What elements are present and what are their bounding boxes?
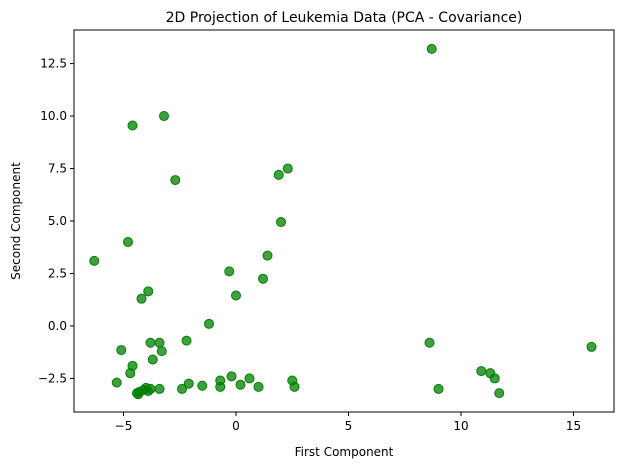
data-point (147, 354, 158, 365)
data-point (494, 388, 505, 399)
data-point (273, 169, 284, 180)
x-tick-label: 15 (566, 419, 581, 433)
data-point (204, 318, 214, 329)
data-point (289, 381, 300, 392)
data-point (476, 366, 487, 377)
y-tick-label: 7.5 (48, 162, 67, 176)
plot-frame (73, 29, 615, 413)
data-point (426, 43, 437, 54)
data-point (143, 286, 154, 297)
data-point (253, 381, 264, 392)
data-point (177, 383, 187, 394)
y-tick-label: 10.0 (40, 109, 67, 123)
y-axis-label: Second Component (9, 162, 23, 280)
data-point (244, 373, 255, 384)
data-point (224, 266, 235, 277)
data-point (183, 378, 194, 389)
data-point (127, 120, 138, 131)
data-point (181, 335, 192, 346)
data-point (258, 273, 268, 284)
data-point (282, 163, 293, 174)
x-axis-ticks: −5 0 5 10 15 (115, 412, 581, 433)
data-point (133, 389, 144, 400)
data-point (154, 383, 165, 394)
x-tick-label: 5 (345, 419, 353, 433)
data-point (235, 379, 246, 390)
data-point (136, 293, 147, 304)
x-tick-label: 0 (232, 419, 240, 433)
y-tick-label: 5.0 (48, 214, 67, 228)
data-point (156, 346, 167, 357)
data-point (143, 386, 154, 397)
y-tick-label: −2.5 (38, 371, 67, 385)
data-point (125, 368, 136, 379)
x-tick-label: −5 (115, 419, 133, 433)
data-point (170, 175, 181, 186)
data-point (145, 337, 156, 348)
data-point (89, 255, 100, 266)
data-point (215, 381, 226, 392)
x-tick-label: 10 (453, 419, 468, 433)
data-point (424, 337, 435, 348)
data-point (226, 371, 237, 382)
chart-title: 2D Projection of Leukemia Data (PCA - Co… (166, 10, 523, 26)
y-tick-label: 2.5 (48, 266, 67, 280)
y-tick-label: 0.0 (48, 319, 67, 333)
data-point (433, 383, 444, 394)
data-point (197, 380, 208, 391)
data-point (154, 337, 165, 348)
data-point (231, 290, 241, 301)
y-axis-ticks: −2.5 0.0 2.5 5.0 7.5 10.0 12.5 (38, 57, 74, 385)
data-point (262, 250, 273, 261)
data-point (111, 377, 122, 388)
y-tick-label: 12.5 (40, 57, 67, 71)
data-points (89, 43, 597, 400)
data-point (276, 217, 286, 228)
data-point (159, 111, 169, 122)
data-point (123, 236, 133, 247)
data-point (116, 345, 127, 356)
x-axis-label: First Component (295, 445, 394, 459)
data-point (586, 341, 597, 352)
data-point (489, 373, 500, 384)
